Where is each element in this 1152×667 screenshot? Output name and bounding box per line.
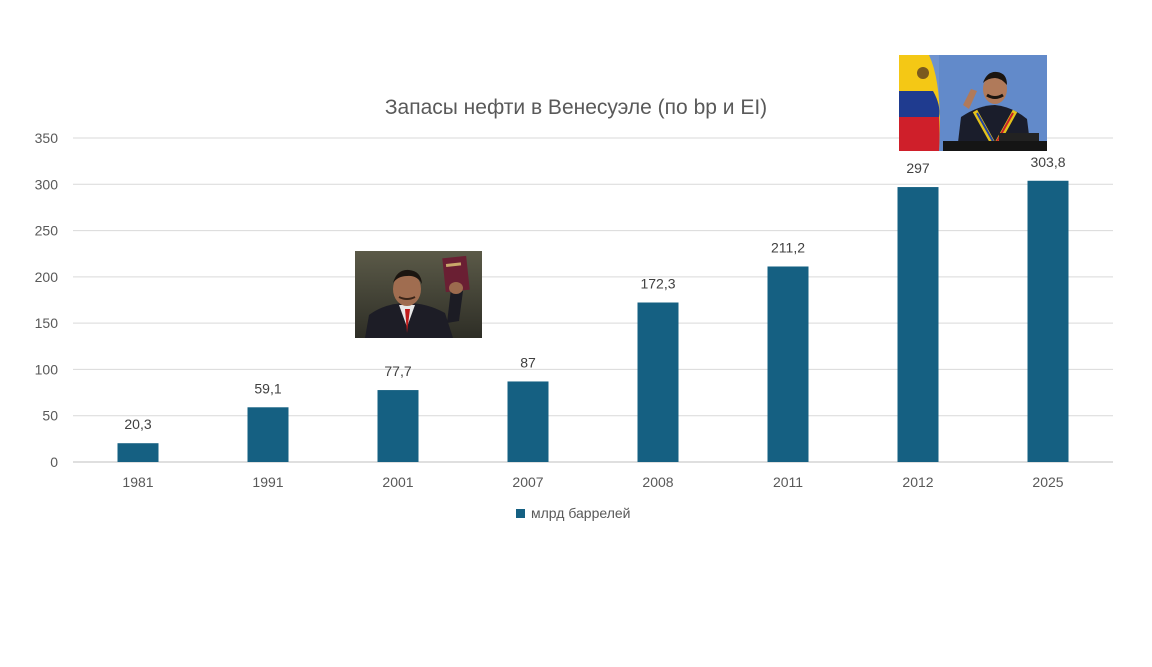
bar <box>377 390 419 462</box>
bar <box>897 187 939 462</box>
data-label: 172,3 <box>640 275 675 291</box>
bars <box>117 180 1069 462</box>
data-label: 297 <box>906 160 930 176</box>
data-label: 303,8 <box>1030 154 1065 170</box>
bar <box>247 407 289 462</box>
y-tick-label: 50 <box>42 408 58 424</box>
x-tick-label: 2011 <box>773 474 803 490</box>
chart-title: Запасы нефти в Венесуэле (по bp и EI) <box>385 96 767 119</box>
x-axis-ticks: 1981 1991 2001 2007 2008 2011 2012 2025 <box>122 474 1063 490</box>
y-axis-ticks: 0 50 100 150 200 250 300 350 <box>35 130 59 470</box>
y-tick-label: 0 <box>50 454 58 470</box>
data-label: 59,1 <box>254 380 281 396</box>
y-tick-label: 150 <box>35 315 59 331</box>
bar <box>637 302 679 462</box>
x-tick-label: 2025 <box>1032 474 1063 490</box>
x-tick-label: 2008 <box>642 474 673 490</box>
data-label: 87 <box>520 354 536 370</box>
data-label: 77,7 <box>384 363 411 379</box>
gridlines <box>73 137 1113 463</box>
legend-label: млрд баррелей <box>531 505 630 521</box>
y-tick-label: 100 <box>35 361 59 377</box>
portrait-photo-right <box>899 55 1047 151</box>
legend-swatch <box>516 509 525 518</box>
x-tick-label: 2001 <box>382 474 413 490</box>
bar <box>1027 180 1069 462</box>
x-tick-label: 2012 <box>902 474 933 490</box>
y-tick-label: 300 <box>35 176 59 192</box>
x-tick-label: 2007 <box>512 474 543 490</box>
legend: млрд баррелей <box>516 505 630 521</box>
data-labels: 20,3 59,1 77,7 87 172,3 211,2 297 303,8 <box>124 154 1065 432</box>
x-tick-label: 1981 <box>122 474 153 490</box>
bar <box>117 443 159 462</box>
bar <box>767 266 809 462</box>
y-tick-label: 350 <box>35 130 59 146</box>
y-tick-label: 250 <box>35 223 59 239</box>
y-tick-label: 200 <box>35 269 59 285</box>
x-tick-label: 1991 <box>252 474 283 490</box>
portrait-photo-left <box>355 251 482 338</box>
bar <box>507 381 549 462</box>
data-label: 20,3 <box>124 416 151 432</box>
data-label: 211,2 <box>771 239 805 255</box>
